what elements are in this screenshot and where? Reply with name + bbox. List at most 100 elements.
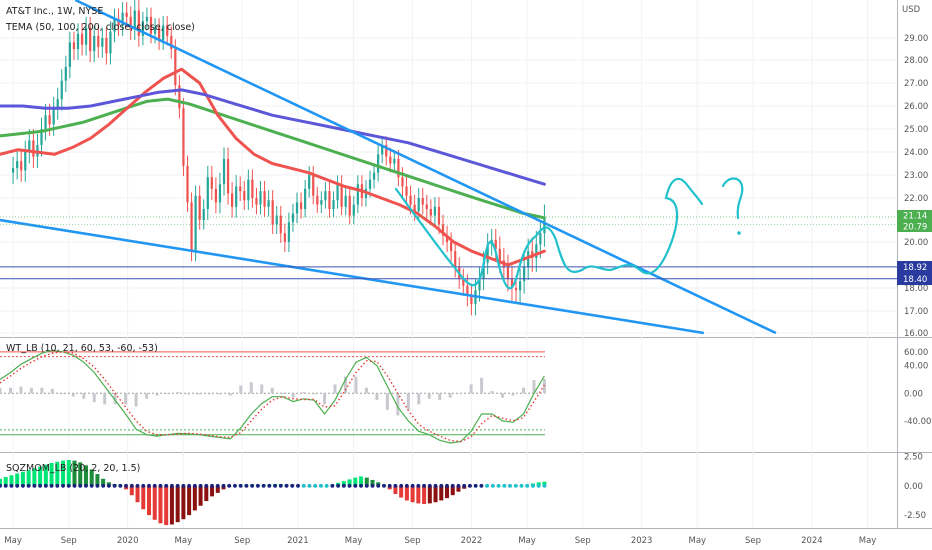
momentum-bar bbox=[26, 469, 31, 486]
squeeze-dot bbox=[519, 483, 524, 488]
candle-body bbox=[60, 80, 63, 100]
squeeze-dot bbox=[49, 483, 54, 488]
squeeze-dot bbox=[72, 483, 77, 488]
squeeze-dot bbox=[147, 483, 151, 488]
wt-hist-bar bbox=[207, 393, 211, 395]
wt-hist-bar bbox=[0, 387, 2, 394]
wt-hist-bar bbox=[302, 392, 306, 394]
candle-body bbox=[291, 213, 295, 223]
candle-body bbox=[105, 38, 108, 54]
wt-hist-bar bbox=[323, 393, 327, 405]
squeeze-dot bbox=[118, 483, 123, 488]
candle-body bbox=[462, 278, 465, 286]
candle-body bbox=[417, 198, 420, 212]
momentum-bar bbox=[101, 478, 106, 486]
wt-hist-bar bbox=[155, 393, 159, 396]
squeeze-dot bbox=[278, 483, 283, 488]
candle-body bbox=[141, 21, 145, 36]
wt-hist-bar bbox=[291, 393, 295, 398]
candle-body bbox=[299, 202, 303, 209]
level-upper-tag: 18.92 bbox=[897, 261, 932, 273]
candle-body bbox=[231, 193, 234, 207]
wt-tick-label: 60.00 bbox=[904, 348, 928, 358]
candle-body bbox=[344, 195, 347, 207]
momentum-bar bbox=[542, 481, 547, 486]
price-tick-label: 16.00 bbox=[904, 329, 928, 339]
wt-hist-bar bbox=[375, 393, 379, 400]
candle-body bbox=[324, 191, 327, 201]
squeeze-dot bbox=[456, 483, 461, 488]
squeeze-dot bbox=[250, 483, 255, 488]
wt-hist-bar bbox=[532, 380, 536, 394]
wt-hist-bar bbox=[8, 387, 12, 394]
squeeze-dot bbox=[221, 483, 226, 488]
candle-body bbox=[255, 198, 258, 205]
candle-body bbox=[478, 278, 481, 291]
price-pane[interactable] bbox=[0, 0, 897, 335]
question-mark-dot bbox=[737, 231, 741, 235]
candle-body bbox=[372, 172, 376, 180]
momentum-bar bbox=[341, 481, 346, 486]
candle-body bbox=[381, 145, 384, 155]
momentum-bar bbox=[433, 485, 438, 503]
candle-body bbox=[186, 165, 189, 203]
wt-hist-bar bbox=[354, 376, 358, 394]
candle-body bbox=[153, 27, 157, 34]
wt-hist-bar bbox=[71, 393, 75, 397]
squeeze-dot bbox=[215, 483, 220, 488]
wavetrend-pane[interactable] bbox=[0, 349, 546, 444]
upper-trendline bbox=[74, 0, 777, 335]
candle-body bbox=[271, 200, 274, 225]
wt-hist-bar bbox=[124, 393, 128, 405]
squeeze-momentum-pane[interactable] bbox=[0, 460, 547, 526]
time-tick-label: 2021 bbox=[287, 536, 309, 546]
candle-body bbox=[441, 224, 445, 236]
candle-body bbox=[235, 186, 238, 207]
candle-body bbox=[145, 16, 149, 22]
candle-body bbox=[89, 27, 92, 52]
momentum-bar bbox=[43, 464, 48, 486]
squeeze-dot bbox=[513, 483, 518, 488]
squeeze-dot bbox=[422, 483, 426, 488]
squeeze-dot bbox=[38, 483, 43, 488]
momentum-bar bbox=[9, 475, 14, 486]
squeeze-dot bbox=[238, 483, 243, 488]
wt1-line bbox=[0, 349, 545, 444]
time-tick-label: May bbox=[518, 536, 536, 546]
wt-hist-bar bbox=[239, 385, 243, 394]
candle-body bbox=[113, 19, 116, 32]
candle-body bbox=[308, 175, 311, 189]
price-tick-label: 17.00 bbox=[904, 307, 928, 317]
time-tick-label: 2023 bbox=[631, 536, 653, 546]
momentum-bar bbox=[353, 477, 358, 486]
candle-body bbox=[295, 202, 299, 214]
tema-short-tag: 21.14 bbox=[897, 210, 932, 222]
candle-body bbox=[48, 115, 51, 125]
candle-body bbox=[320, 200, 323, 205]
candle-body bbox=[437, 206, 441, 225]
squeeze-dot bbox=[89, 483, 94, 488]
momentum-bar bbox=[0, 478, 3, 486]
candle-body bbox=[494, 239, 497, 249]
momentum-bar bbox=[72, 460, 77, 486]
wt-hist-bar bbox=[145, 393, 149, 399]
time-tick-label: Sep bbox=[234, 536, 250, 546]
momentum-bar bbox=[399, 485, 404, 498]
wt-hist-bar bbox=[364, 387, 368, 394]
candle-body bbox=[121, 12, 124, 26]
squeeze-dot bbox=[393, 483, 398, 488]
momentum-bar bbox=[38, 466, 43, 486]
squeeze-dot bbox=[490, 483, 495, 488]
momentum-bar bbox=[129, 485, 134, 496]
chart-title: AT&T Inc., 1W, NYSE bbox=[6, 6, 103, 17]
squeeze-dot bbox=[175, 483, 180, 488]
candle-body bbox=[97, 35, 100, 47]
squeeze-dot bbox=[61, 483, 65, 488]
candle-body bbox=[24, 152, 27, 171]
squeeze-dot bbox=[181, 483, 186, 488]
candle-body bbox=[198, 195, 201, 220]
squeeze-dot bbox=[301, 483, 306, 488]
level-lower-value: 18.40 bbox=[903, 275, 927, 285]
candle-body bbox=[279, 215, 282, 234]
